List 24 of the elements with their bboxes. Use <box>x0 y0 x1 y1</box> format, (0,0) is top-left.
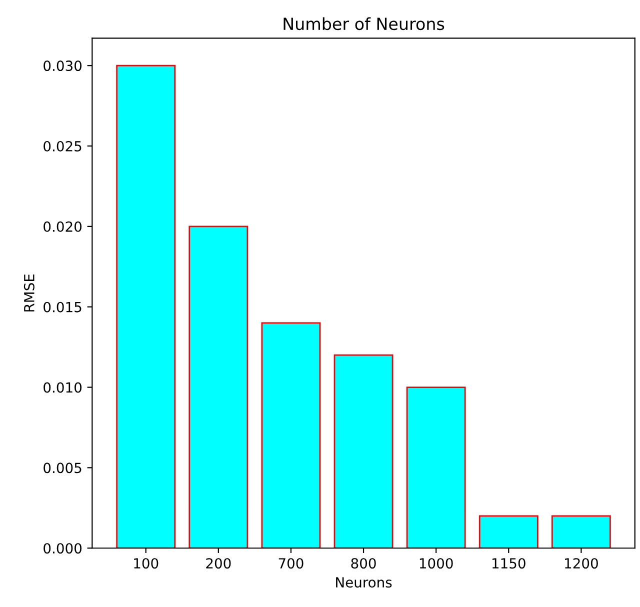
y-tick-label: 0.020 <box>44 221 82 232</box>
x-axis-title: Neurons <box>336 577 392 588</box>
x-tick-label: 100 <box>134 558 158 569</box>
x-tick-label: 800 <box>351 558 376 569</box>
x-tick-label: 700 <box>278 558 304 569</box>
y-tick-label: 0.000 <box>44 543 82 554</box>
bar <box>478 515 538 548</box>
y-tick-label: 0.025 <box>44 140 82 152</box>
bar <box>334 354 394 548</box>
x-tick-label: 1150 <box>492 558 526 569</box>
chart-title: Number of Neurons <box>284 17 444 30</box>
x-tick-label: 1000 <box>420 558 453 569</box>
bar <box>406 386 466 548</box>
bar <box>551 515 611 548</box>
bar <box>188 226 248 548</box>
x-tick-label: 1200 <box>565 558 598 569</box>
y-tick-label: 0.015 <box>44 302 82 312</box>
y-tick-label: 0.030 <box>44 60 82 72</box>
y-axis-title: RMSE <box>24 274 34 312</box>
bar <box>261 322 321 548</box>
y-tick-label: 0.010 <box>44 382 82 393</box>
y-tick-label: 0.005 <box>44 462 82 474</box>
x-tick-label: 200 <box>206 558 231 569</box>
bar <box>116 64 176 548</box>
